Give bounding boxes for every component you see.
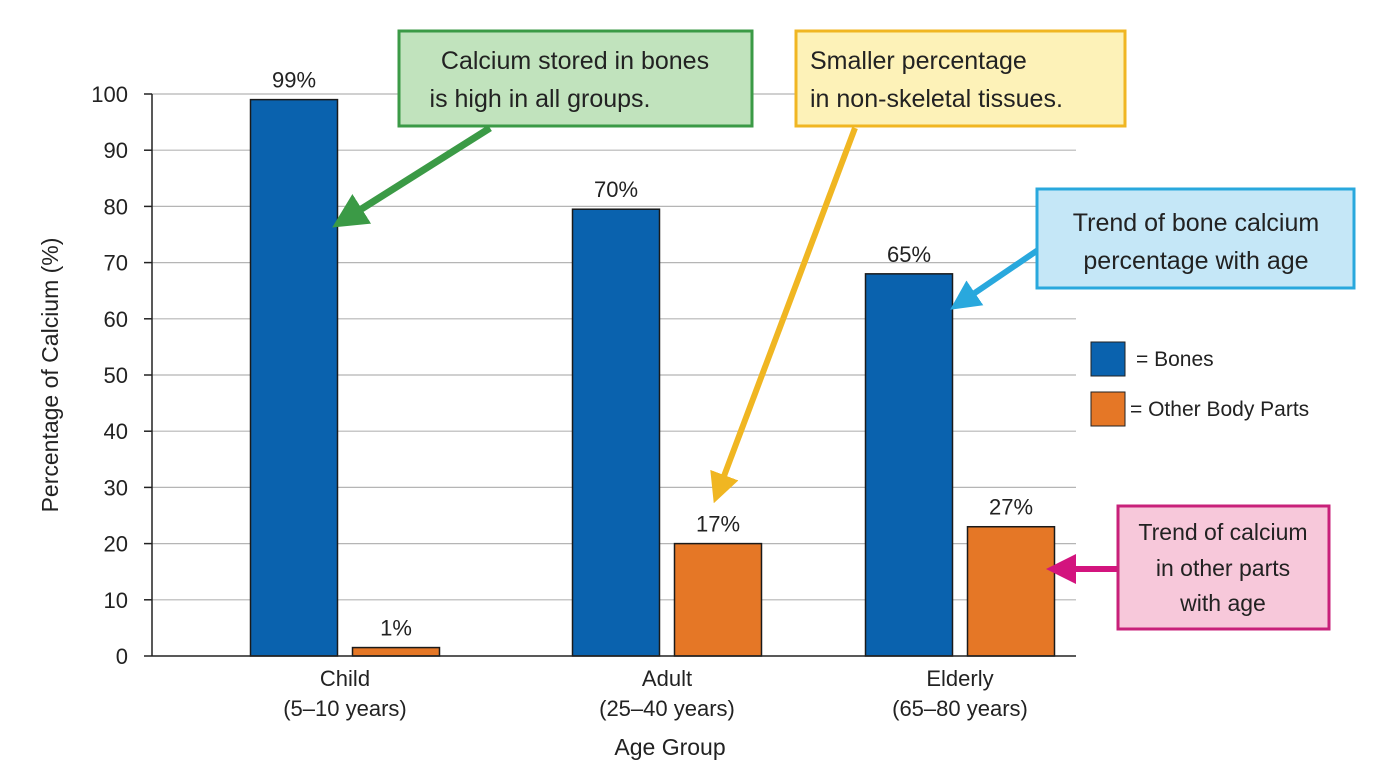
callout-text-pink-3: with age — [1179, 590, 1266, 616]
x-tick-label: Child — [320, 666, 370, 691]
x-axis-category-labels: Child (5–10 years) Adult (25–40 years) Elder… — [283, 666, 1028, 721]
y-tick-label: 40 — [104, 419, 128, 444]
y-tick-label: 70 — [104, 251, 128, 276]
y-tick-label: 50 — [104, 363, 128, 388]
bar-bones-adult — [571, 208, 661, 657]
legend-swatch-other — [1090, 391, 1126, 427]
x-tick-label: Adult — [642, 666, 692, 691]
callout-bones-high: Calcium stored in bones is high in all g… — [332, 29, 754, 228]
data-label: 17% — [696, 512, 740, 537]
callout-box-yellow — [794, 29, 1127, 128]
callout-box-pink — [1116, 504, 1331, 631]
data-label: 99% — [272, 68, 316, 93]
callout-box-blue — [1035, 187, 1356, 290]
axes — [151, 94, 1076, 657]
callout-text-blue-2: percentage with age — [1083, 247, 1308, 275]
callout-text-pink-2: in other parts — [1156, 555, 1290, 581]
y-tick-label: 0 — [116, 644, 128, 669]
y-tick-label: 30 — [104, 475, 128, 500]
legend-label-other: = Other Body Parts — [1130, 398, 1309, 421]
x-axis-title: Age Group — [614, 734, 725, 760]
callout-box-green — [397, 29, 754, 128]
callout-text-blue-1: Trend of bone calcium — [1073, 209, 1319, 237]
x-tick-sublabel: (5–10 years) — [283, 696, 407, 721]
legend: = Bones = Other Body Parts — [1090, 341, 1309, 427]
callout-non-skeletal: Smaller percentage in non-skeletal tissu… — [710, 29, 1127, 504]
callout-text-yellow-1: Smaller percentage — [810, 47, 1027, 75]
bars: 99% 1% 70% 17% 65% 27% — [249, 68, 1056, 657]
bar-bones-child — [249, 98, 339, 657]
callout-bone-trend: Trend of bone calcium percentage with ag… — [950, 187, 1356, 310]
bar-other-body-parts-child — [351, 646, 441, 657]
x-tick-sublabel: (65–80 years) — [892, 696, 1028, 721]
callout-arrow-yellow — [710, 126, 858, 504]
callout-arrow-green — [332, 125, 492, 228]
callout-arrow-blue — [950, 247, 1040, 310]
legend-swatch-bones — [1090, 341, 1126, 377]
callout-text-pink-1: Trend of calcium — [1138, 519, 1307, 545]
x-tick-sublabel: (25–40 years) — [599, 696, 735, 721]
x-tick-label: Elderly — [926, 666, 993, 691]
data-label: 1% — [380, 616, 412, 641]
y-tick-label: 20 — [104, 532, 128, 557]
callout-text-yellow-2: in non-skeletal tissues. — [810, 85, 1063, 113]
callout-text-green-2: is high in all groups. — [430, 85, 651, 113]
bar-bones-elderly — [864, 273, 954, 657]
y-axis-ticks: 0 10 20 30 40 50 60 70 80 90 100 — [91, 82, 152, 669]
data-label: 27% — [989, 495, 1033, 520]
bar-other-body-parts-elderly — [966, 525, 1056, 657]
y-tick-label: 80 — [104, 194, 128, 219]
callout-text-green-1: Calcium stored in bones — [441, 47, 709, 75]
bar-other-body-parts-adult — [673, 542, 763, 657]
y-tick-label: 10 — [104, 588, 128, 613]
y-tick-label: 60 — [104, 307, 128, 332]
data-label: 70% — [594, 177, 638, 202]
legend-label-bones: = Bones — [1136, 348, 1214, 371]
y-tick-label: 100 — [91, 82, 128, 107]
data-label: 65% — [887, 242, 931, 267]
y-tick-label: 90 — [104, 138, 128, 163]
callout-other-trend: Trend of calcium in other parts with age — [1046, 504, 1331, 631]
y-axis-title: Percentage of Calcium (%) — [37, 238, 63, 513]
